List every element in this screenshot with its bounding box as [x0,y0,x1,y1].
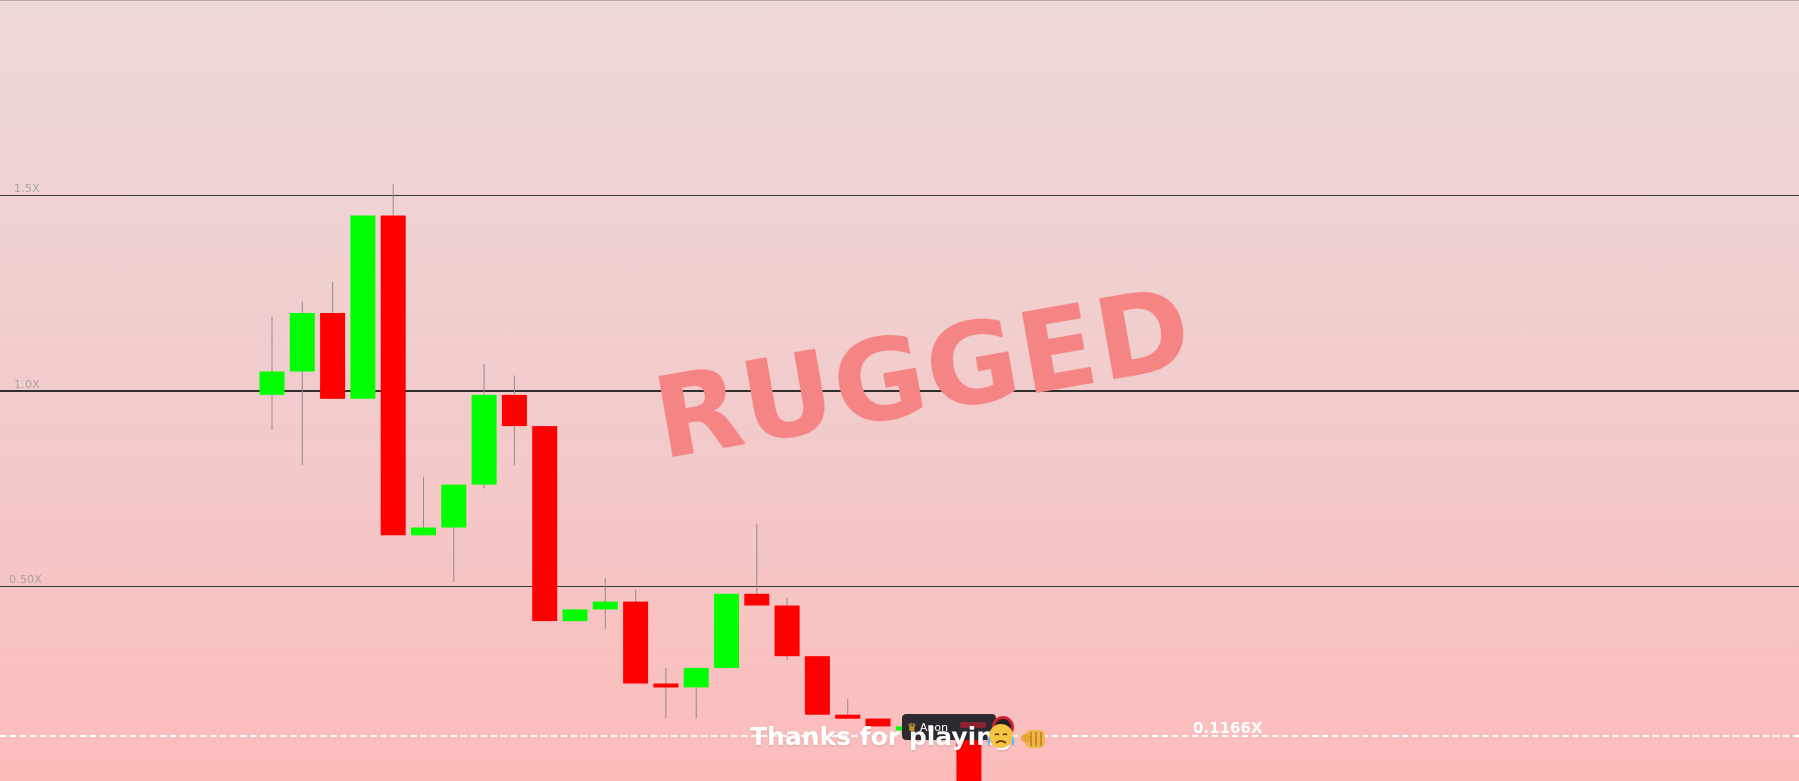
candle-down [865,718,891,727]
candle-down [835,714,861,719]
crying-face-icon [987,724,1015,748]
candle-up [683,667,709,688]
candle-down [380,215,406,536]
candle-up [411,527,436,536]
candle-up [350,215,376,399]
candle-up [471,394,497,485]
top-border [0,0,1799,1]
candle-up [562,609,588,622]
crown-icon: ♛ [907,720,917,734]
grid-line-0-5x [0,586,1799,587]
candle-down [653,683,679,688]
candle-down [804,656,830,715]
player-name: Anon [919,720,949,734]
fist-icon [1021,730,1045,748]
candle-down [623,601,649,684]
current-price-line [0,735,1799,737]
grid-line-1-0x [0,390,1799,392]
candle-down [320,313,346,399]
candle-down [532,426,558,622]
candle-down [744,593,770,606]
grid-line-1-5x [0,195,1799,196]
candle-up [289,313,315,372]
player-tag[interactable]: ♛ Anon [902,714,996,740]
candle-up [714,593,739,668]
candle-up [592,601,618,610]
player-position-bar [960,722,986,728]
candle-down [774,605,800,657]
end-message: Thanks for playing [750,722,1012,751]
grid-label-1-5x: 1.5X [14,182,40,195]
candle-down [501,394,527,427]
candle-up [259,371,285,395]
grid-label-0-5x: 0.50X [9,573,43,586]
candle-up [441,484,467,528]
current-multiplier: 0.1166X [1193,719,1263,737]
grid-label-1-0x: 1.0X [14,378,40,391]
